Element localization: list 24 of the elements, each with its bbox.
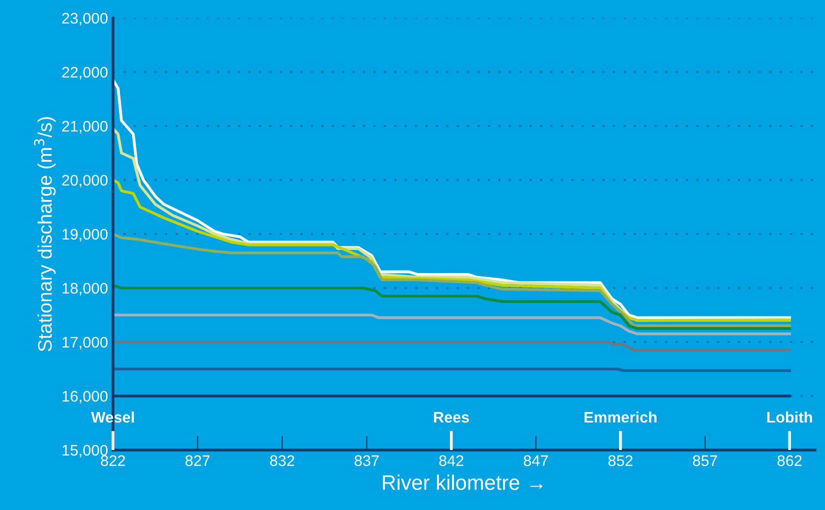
x-tick-label: 857 [692,455,718,466]
ref-line-label: Rees [434,412,469,423]
y-tick-label: 23,000 [62,12,108,26]
ref-line-label: Wesel [91,411,134,423]
x-tick-label: 827 [186,455,210,466]
y-tick-label: 19,000 [62,228,108,242]
x-tick-label: 837 [354,455,379,466]
x-tick-label: 862 [778,455,802,466]
y-axis-title: Stationary discharge (m$^{3}$/s) [34,117,56,352]
x-tick-label: 847 [524,455,548,466]
y-tick-label: 21,000 [62,120,108,134]
x-tick-label: 852 [608,455,632,466]
y-tick-label: 15,000 [62,444,108,458]
y-tick-label: 22,000 [62,66,108,80]
x-tick-label: 832 [270,455,294,466]
y-tick-label: 16,000 [62,390,108,404]
ref-line-label: Lobith [767,411,812,423]
x-axis-title: River kilometre → [382,474,543,490]
y-tick-label: 18,000 [62,282,108,296]
y-tick-label: 17,000 [62,336,108,350]
x-tick-label: 842 [439,455,464,466]
y-tick-label: 20,000 [62,174,108,188]
ref-line-label: Emmerich [584,411,656,423]
x-tick-label: 822 [100,455,125,466]
